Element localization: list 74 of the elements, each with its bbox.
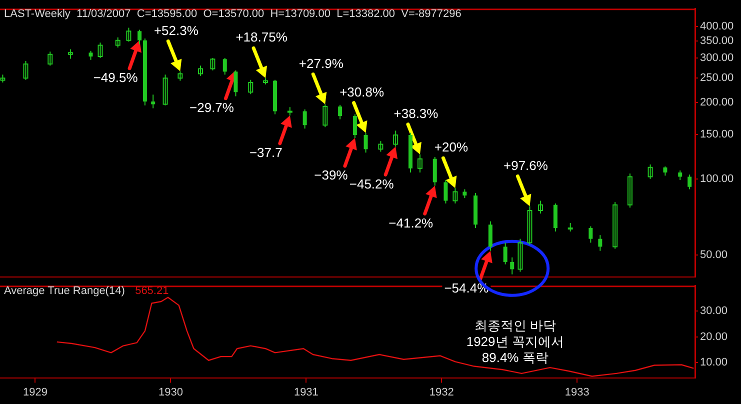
candlestick	[364, 132, 368, 154]
y-tick-label: 400.00	[700, 20, 734, 32]
candlestick	[126, 27, 132, 42]
candlestick	[378, 140, 384, 152]
y-tick-label: 100.00	[700, 172, 734, 185]
candlestick	[151, 94, 156, 109]
x-tick-label: 1932	[429, 386, 454, 398]
y-tick-label: 10.00	[700, 356, 728, 368]
annotation: +20%	[434, 140, 468, 155]
candlestick	[444, 179, 448, 204]
candlestick	[432, 156, 437, 186]
x-tick-label: 1930	[158, 386, 183, 398]
candlestick	[417, 154, 422, 173]
annotation: −45.2%	[349, 176, 394, 192]
candlestick	[162, 74, 168, 106]
y-tick-label: 300.00	[700, 52, 734, 64]
candlestick	[23, 60, 28, 80]
candlestick	[527, 206, 532, 246]
x-tick-label: 1929	[22, 386, 48, 398]
y-tick-label: 350.00	[700, 35, 734, 48]
candlestick	[598, 234, 602, 252]
candlestick	[663, 166, 668, 176]
candlestick	[198, 65, 204, 76]
candlestick	[627, 173, 632, 208]
candlestick	[68, 48, 73, 60]
candlestick	[648, 164, 653, 180]
candlestick	[210, 58, 216, 71]
y-tick-label: 200.00	[700, 96, 734, 109]
annotation: +97.6%	[503, 158, 548, 173]
annotation: +38.3%	[394, 106, 439, 121]
annotation: +27.9%	[298, 56, 344, 71]
candlestick	[510, 256, 514, 275]
y-tick-label: 150.00	[700, 128, 734, 140]
annotation: 최종적인 바닥 1929년 꼭지에서 89.4% 폭락	[466, 318, 564, 365]
x-tick-label: 1931	[294, 386, 318, 398]
annotation: −29.7%	[190, 100, 234, 115]
candlestick	[338, 104, 342, 120]
candlestick	[452, 188, 458, 204]
candlestick	[488, 220, 492, 252]
x-tick-label: 1933	[564, 386, 590, 398]
y-tick-label: 30.00	[700, 305, 728, 318]
candlestick	[518, 238, 523, 272]
chart-title: LAST-Weekly 11/03/2007 C=13595.00 O=13570.00 H=13709.00 L=13382.00 V=-8977296	[4, 8, 462, 20]
y-tick-label: 20.00	[700, 330, 728, 343]
chart-title: Average True Range(14)	[4, 285, 125, 298]
annotation: −37.7	[249, 145, 282, 160]
annotation: −39%	[314, 168, 348, 183]
candlestick	[178, 70, 183, 82]
candlestick	[48, 51, 53, 66]
annotation: 565.21	[135, 285, 169, 298]
annotation: +52.3%	[154, 22, 199, 38]
candlestick	[115, 36, 120, 48]
y-tick-label: 50.00	[700, 249, 728, 262]
y-tick-label: 250.00	[700, 72, 734, 84]
candlestick	[538, 200, 544, 214]
candlestick	[138, 29, 142, 45]
candlestick	[322, 104, 328, 128]
candlestick	[588, 226, 593, 244]
annotation: −41.2%	[388, 215, 434, 230]
candlestick	[393, 130, 398, 148]
candlestick	[352, 114, 357, 139]
candlestick	[98, 42, 103, 58]
annotation: +18.75%	[236, 30, 288, 45]
candlestick	[553, 202, 558, 232]
candlestick	[248, 79, 254, 95]
annotation: +30.8%	[340, 84, 384, 100]
candlestick	[222, 58, 227, 76]
candlestick	[503, 242, 508, 265]
candlestick	[612, 202, 618, 250]
candlestick	[234, 70, 238, 97]
candlestick	[688, 174, 692, 190]
candlestick	[302, 108, 307, 130]
annotation: −49.5%	[93, 70, 138, 85]
candlestick	[678, 170, 682, 180]
